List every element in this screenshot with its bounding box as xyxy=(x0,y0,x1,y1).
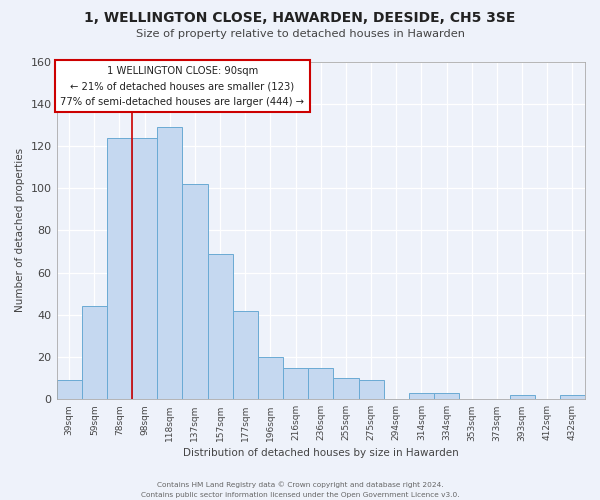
Text: 1 WELLINGTON CLOSE: 90sqm
← 21% of detached houses are smaller (123)
77% of semi: 1 WELLINGTON CLOSE: 90sqm ← 21% of detac… xyxy=(61,66,304,107)
Bar xyxy=(82,306,107,400)
Bar xyxy=(409,393,434,400)
X-axis label: Distribution of detached houses by size in Hawarden: Distribution of detached houses by size … xyxy=(183,448,458,458)
Bar xyxy=(182,184,208,400)
Bar xyxy=(258,357,283,400)
Bar xyxy=(107,138,132,400)
Text: 1, WELLINGTON CLOSE, HAWARDEN, DEESIDE, CH5 3SE: 1, WELLINGTON CLOSE, HAWARDEN, DEESIDE, … xyxy=(85,11,515,25)
Bar xyxy=(560,395,585,400)
Bar xyxy=(334,378,359,400)
Bar xyxy=(509,395,535,400)
Bar xyxy=(308,368,334,400)
Bar xyxy=(56,380,82,400)
Bar xyxy=(434,393,459,400)
Text: Contains HM Land Registry data © Crown copyright and database right 2024.: Contains HM Land Registry data © Crown c… xyxy=(157,482,443,488)
Bar xyxy=(208,254,233,400)
Bar xyxy=(233,310,258,400)
Bar xyxy=(359,380,383,400)
Y-axis label: Number of detached properties: Number of detached properties xyxy=(15,148,25,312)
Bar xyxy=(283,368,308,400)
Bar xyxy=(132,138,157,400)
Bar xyxy=(157,127,182,400)
Text: Size of property relative to detached houses in Hawarden: Size of property relative to detached ho… xyxy=(136,29,464,39)
Text: Contains public sector information licensed under the Open Government Licence v3: Contains public sector information licen… xyxy=(140,492,460,498)
